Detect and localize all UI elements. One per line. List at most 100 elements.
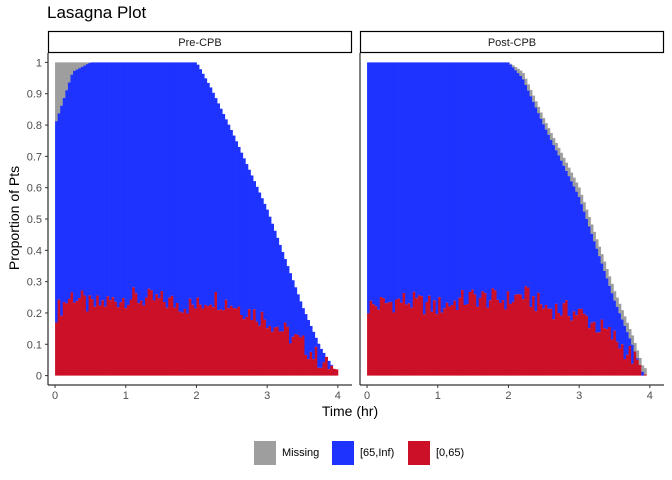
bar-65-inf (124, 62, 128, 309)
bar-0-65 (294, 334, 298, 376)
bar-65-inf (217, 103, 221, 311)
bar-0-65 (175, 302, 179, 376)
bar-0-65 (478, 297, 482, 376)
bar-65-inf (137, 62, 141, 304)
bar-65-inf (552, 145, 556, 320)
bar-0-65 (278, 331, 282, 376)
bar-65-inf (565, 170, 569, 301)
bar-0-65 (384, 303, 388, 376)
bar-65-inf (483, 62, 487, 294)
bar-65-inf (613, 300, 617, 331)
bar-65-inf (598, 256, 602, 333)
bar-65-inf (374, 62, 378, 307)
bar-65-inf (499, 62, 503, 303)
bar-missing (605, 269, 609, 279)
bar-0-65 (204, 304, 208, 376)
bar-65-inf (150, 62, 154, 291)
bar-0-65 (440, 312, 444, 376)
bar-65-inf (271, 223, 274, 332)
bar-0-65 (605, 329, 609, 376)
bar-0-65 (109, 300, 113, 376)
bar-0-65 (142, 305, 146, 376)
bar-65-inf (455, 62, 459, 310)
bar-0-65 (101, 300, 105, 376)
y-tick-label: 0.4 (27, 245, 42, 257)
bar-65-inf (237, 146, 241, 307)
bar-0-65 (544, 304, 548, 376)
bar-missing (78, 62, 82, 69)
bar-0-65 (486, 307, 490, 376)
x-tick-label: 0 (364, 390, 370, 402)
bar-0-65 (327, 369, 331, 376)
bar-65-inf (134, 62, 138, 294)
bar-0-65 (283, 322, 287, 376)
bar-65-inf (260, 198, 264, 312)
bar-65-inf (129, 62, 133, 300)
x-tick-label: 3 (576, 390, 582, 402)
bar-65-inf (330, 364, 334, 366)
bar-65-inf (147, 62, 151, 289)
bar-65-inf (471, 62, 475, 290)
bar-65-inf (157, 62, 161, 299)
bar-0-65 (466, 304, 470, 376)
bar-65-inf (80, 66, 84, 291)
bar-65-inf (111, 62, 115, 298)
bar-0-65 (501, 300, 505, 376)
bar-missing (570, 172, 574, 182)
bar-65-inf (496, 62, 500, 300)
bar-0-65 (193, 308, 197, 376)
bar-65-inf (307, 320, 310, 360)
bar-0-65 (623, 359, 627, 376)
bar-0-65 (250, 319, 254, 376)
bar-missing (70, 62, 74, 75)
bar-65-inf (631, 344, 635, 364)
bar-65-inf (98, 62, 102, 306)
bar-0-65 (75, 300, 79, 376)
bar-0-65 (394, 299, 398, 376)
bar-0-65 (235, 308, 238, 376)
bar-0-65 (206, 306, 210, 376)
x-axis-label: Time (hr) (321, 403, 379, 419)
y-tick-label: 0.9 (27, 89, 42, 101)
bar-0-65 (137, 303, 141, 376)
bar-65-inf (211, 92, 215, 308)
bar-0-65 (111, 297, 115, 376)
bar-65-inf (139, 62, 143, 301)
bar-0-65 (410, 307, 414, 376)
bar-0-65 (420, 296, 424, 376)
bar-missing (55, 62, 59, 122)
bar-0-65 (529, 306, 533, 376)
bar-missing (585, 209, 589, 220)
bar-65-inf (580, 204, 584, 309)
bar-0-65 (453, 300, 457, 376)
bar-0-65 (217, 310, 221, 376)
bar-0-65 (570, 320, 574, 376)
bar-0-65 (73, 302, 77, 376)
bar-0-65 (598, 332, 602, 376)
bar-0-65 (307, 359, 310, 376)
bar-0-65 (577, 308, 581, 376)
bar-0-65 (527, 287, 530, 376)
bar-0-65 (542, 308, 546, 376)
bar-65-inf (245, 164, 249, 317)
bar-0-65 (468, 291, 472, 376)
bar-0-65 (516, 294, 520, 376)
bar-65-inf (193, 62, 197, 309)
bar-0-65 (240, 315, 244, 376)
bar-65-inf (430, 62, 434, 312)
bar-65-inf (73, 70, 77, 303)
bar-65-inf (557, 155, 561, 314)
bar-0-65 (638, 364, 642, 376)
bar-65-inf (188, 62, 192, 299)
bar-65-inf (191, 62, 195, 305)
bar-missing (521, 73, 525, 80)
bar-65-inf (567, 176, 571, 317)
bar-0-65 (643, 374, 647, 376)
bar-0-65 (422, 314, 426, 376)
bar-0-65 (506, 291, 510, 376)
bar-65-inf (235, 141, 238, 309)
bar-65-inf (201, 73, 205, 309)
bar-65-inf (537, 113, 541, 293)
bar-65-inf (165, 62, 169, 308)
bar-0-65 (165, 307, 169, 376)
